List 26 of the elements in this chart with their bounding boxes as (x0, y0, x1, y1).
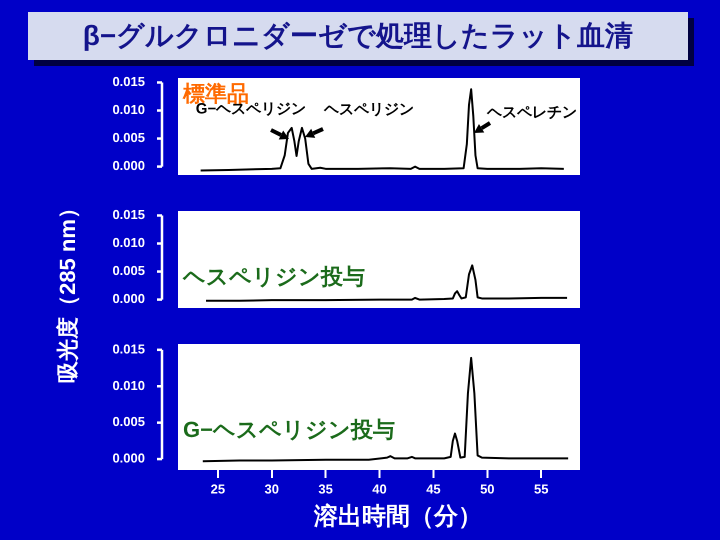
y-axis-title: 吸光度（285 nm） (54, 197, 81, 383)
y-tick-label: 0.015 (112, 341, 145, 356)
annotation: ヘスペレチン (486, 104, 577, 122)
y-tick-label: 0.015 (112, 74, 145, 90)
y-tick-label: 0.010 (112, 235, 145, 250)
annotation: ヘスペリジン (323, 101, 414, 118)
y-tick-label: 0.005 (112, 414, 145, 430)
y-tick-label: 0.015 (112, 207, 145, 222)
y-tick-label: 0.000 (112, 158, 145, 174)
x-tick-label: 45 (426, 481, 441, 496)
x-tick-label: 50 (480, 481, 495, 496)
y-tick-label: 0.010 (112, 102, 145, 118)
y-tick-label: 0.000 (112, 450, 145, 466)
y-tick-label: 0.000 (112, 291, 145, 306)
annotation: ヘスペリジン投与 (182, 264, 365, 289)
x-tick-label: 35 (318, 481, 333, 496)
x-tick-label: 30 (264, 481, 279, 496)
y-tick-label: 0.010 (112, 378, 145, 393)
x-tick-label: 55 (534, 481, 548, 496)
annotation: G−ヘスペリジン投与 (183, 417, 395, 442)
chart-title: β−グルクロニダーゼで処理したラット血清 (28, 12, 688, 60)
x-axis-title: 溶出時間（分） (314, 502, 482, 532)
y-tick-label: 0.005 (112, 130, 145, 146)
y-tick-label: 0.005 (112, 263, 145, 278)
x-tick-label: 40 (372, 481, 387, 496)
x-tick-label: 25 (210, 481, 226, 496)
